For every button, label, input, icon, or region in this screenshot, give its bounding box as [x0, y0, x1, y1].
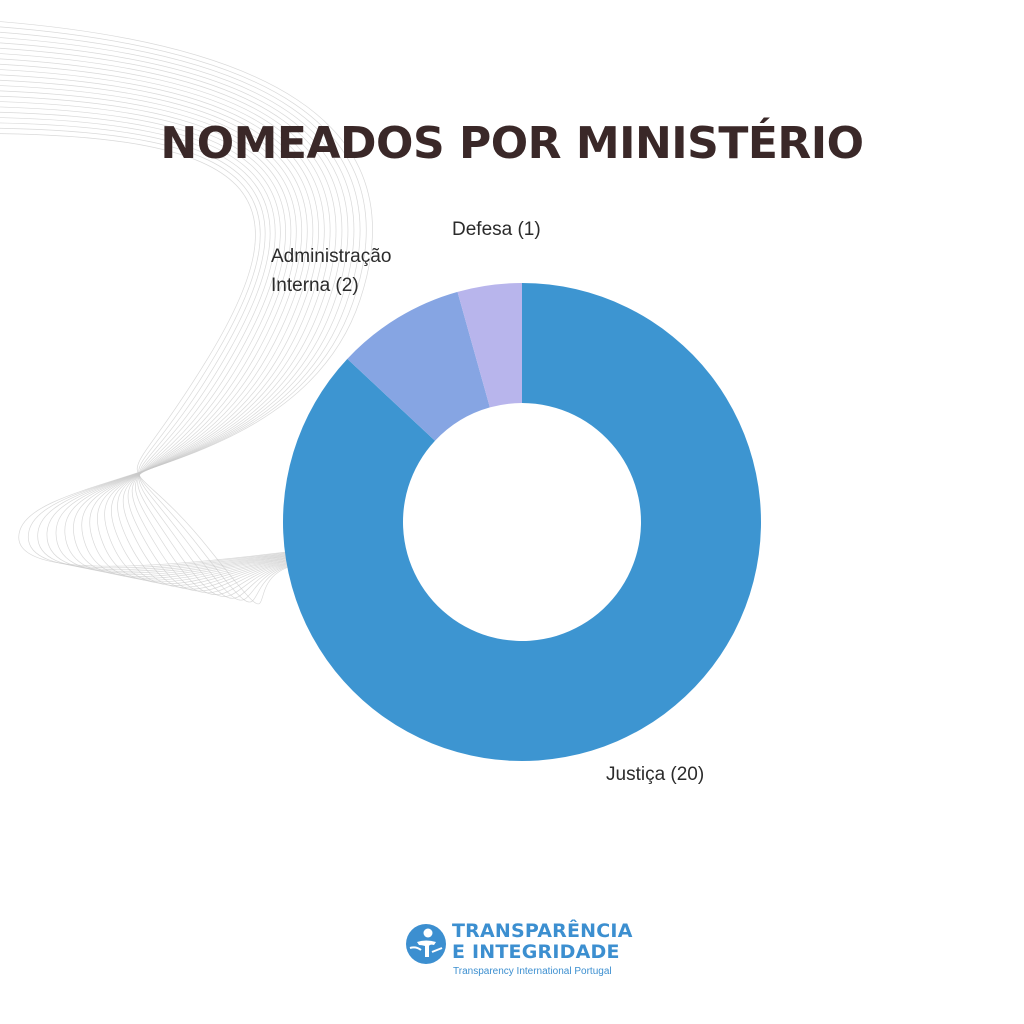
background-curve — [0, 63, 325, 581]
background-curve — [0, 117, 321, 599]
background-curve — [0, 58, 331, 579]
chart-title: NOMEADOS POR MINISTÉRIO — [160, 118, 864, 169]
logo-text-line1: TRANSPARÊNCIA — [452, 920, 633, 942]
background-curve — [0, 21, 373, 567]
donut-slice-defesa — [457, 283, 522, 408]
donut-slice-administra-o-interna — [347, 291, 490, 441]
background-curve — [0, 53, 337, 577]
background-curve — [0, 95, 321, 592]
background-curve — [0, 26, 367, 569]
logo-globe-icon — [406, 924, 446, 964]
logo-text-line2: E INTEGRIDADE — [452, 941, 620, 963]
background-curve — [0, 133, 321, 605]
background-curve — [0, 69, 321, 583]
background-curve — [0, 31, 361, 570]
slice-label-justi-a: Justiça (20) — [606, 764, 704, 785]
logo-subtitle: Transparency International Portugal — [453, 966, 612, 977]
background-curve — [0, 122, 321, 601]
background-curve — [0, 127, 321, 603]
background-curve — [0, 85, 321, 588]
background-curve — [0, 37, 355, 572]
slice-label-defesa: Defesa (1) — [452, 219, 541, 240]
organization-logo: TRANSPARÊNCIA E INTEGRIDADE Transparency… — [404, 920, 634, 982]
background-curve — [0, 47, 343, 576]
background-curve — [0, 42, 349, 574]
slice-label-administra-o-interna: Administração Interna (2) — [271, 246, 391, 296]
background-curve — [0, 111, 321, 597]
donut-slice-justi-a — [282, 283, 761, 761]
background-curve — [0, 79, 321, 586]
background-curve — [0, 90, 321, 590]
